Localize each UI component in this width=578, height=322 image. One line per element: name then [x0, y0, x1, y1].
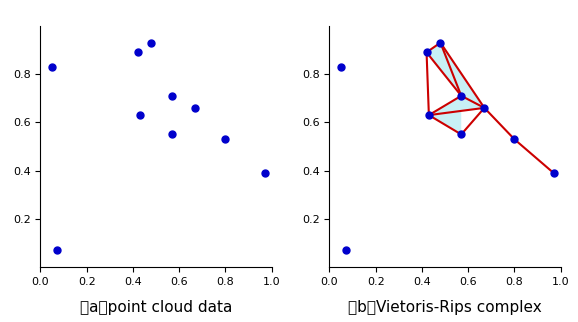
Point — [221, 137, 230, 142]
Point — [341, 248, 350, 253]
Point — [191, 105, 200, 110]
Point — [457, 132, 466, 137]
Point — [549, 171, 558, 176]
Polygon shape — [429, 96, 461, 135]
Polygon shape — [427, 43, 461, 96]
Point — [260, 171, 269, 176]
Point — [52, 248, 61, 253]
Point — [135, 112, 144, 118]
Point — [510, 137, 519, 142]
Point — [168, 132, 177, 137]
Point — [436, 40, 445, 45]
Point — [422, 50, 431, 55]
Point — [147, 40, 156, 45]
Point — [47, 64, 57, 70]
Point — [424, 112, 434, 118]
Point — [457, 93, 466, 99]
Point — [336, 64, 346, 70]
Text: （b）Vietoris-Rips complex: （b）Vietoris-Rips complex — [348, 300, 542, 315]
Polygon shape — [429, 96, 484, 115]
Text: （a）point cloud data: （a）point cloud data — [80, 300, 232, 315]
Point — [480, 105, 489, 110]
Point — [168, 93, 177, 99]
Polygon shape — [440, 43, 484, 108]
Point — [133, 50, 142, 55]
